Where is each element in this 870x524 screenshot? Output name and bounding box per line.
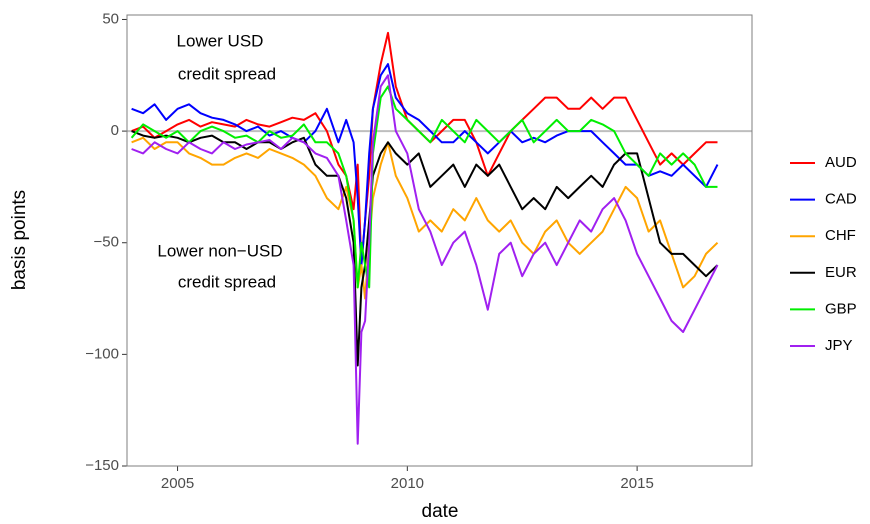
y-axis-label: basis points <box>9 190 30 290</box>
x-tick-label: 2010 <box>391 475 424 492</box>
y-tick-label: −100 <box>85 345 119 362</box>
series-line <box>131 130 719 367</box>
y-tick-label: −50 <box>94 234 119 251</box>
legend-label: AUD <box>825 154 857 171</box>
annotation: Lower non−USD <box>157 241 282 260</box>
legend-label: CHF <box>825 227 856 244</box>
legend-label: JPY <box>825 337 853 354</box>
x-tick-label: 2015 <box>620 475 653 492</box>
series-line <box>130 85 718 289</box>
y-tick-label: −150 <box>85 457 119 474</box>
annotation: credit spread <box>178 64 276 83</box>
plot-border <box>126 14 753 467</box>
y-tick-label: 0 <box>111 122 119 139</box>
series-line <box>131 74 719 445</box>
annotation: Lower USD <box>177 31 264 50</box>
legend-label: CAD <box>825 191 857 208</box>
y-tick-label: 50 <box>102 10 119 27</box>
x-tick-label: 2005 <box>161 475 194 492</box>
legend-label: EUR <box>825 264 857 281</box>
series-line <box>131 63 719 267</box>
series-line <box>131 31 718 267</box>
x-axis-label: date <box>422 501 459 522</box>
legend-label: GBP <box>825 300 857 317</box>
annotation: credit spread <box>178 272 276 291</box>
series-line <box>131 136 719 300</box>
